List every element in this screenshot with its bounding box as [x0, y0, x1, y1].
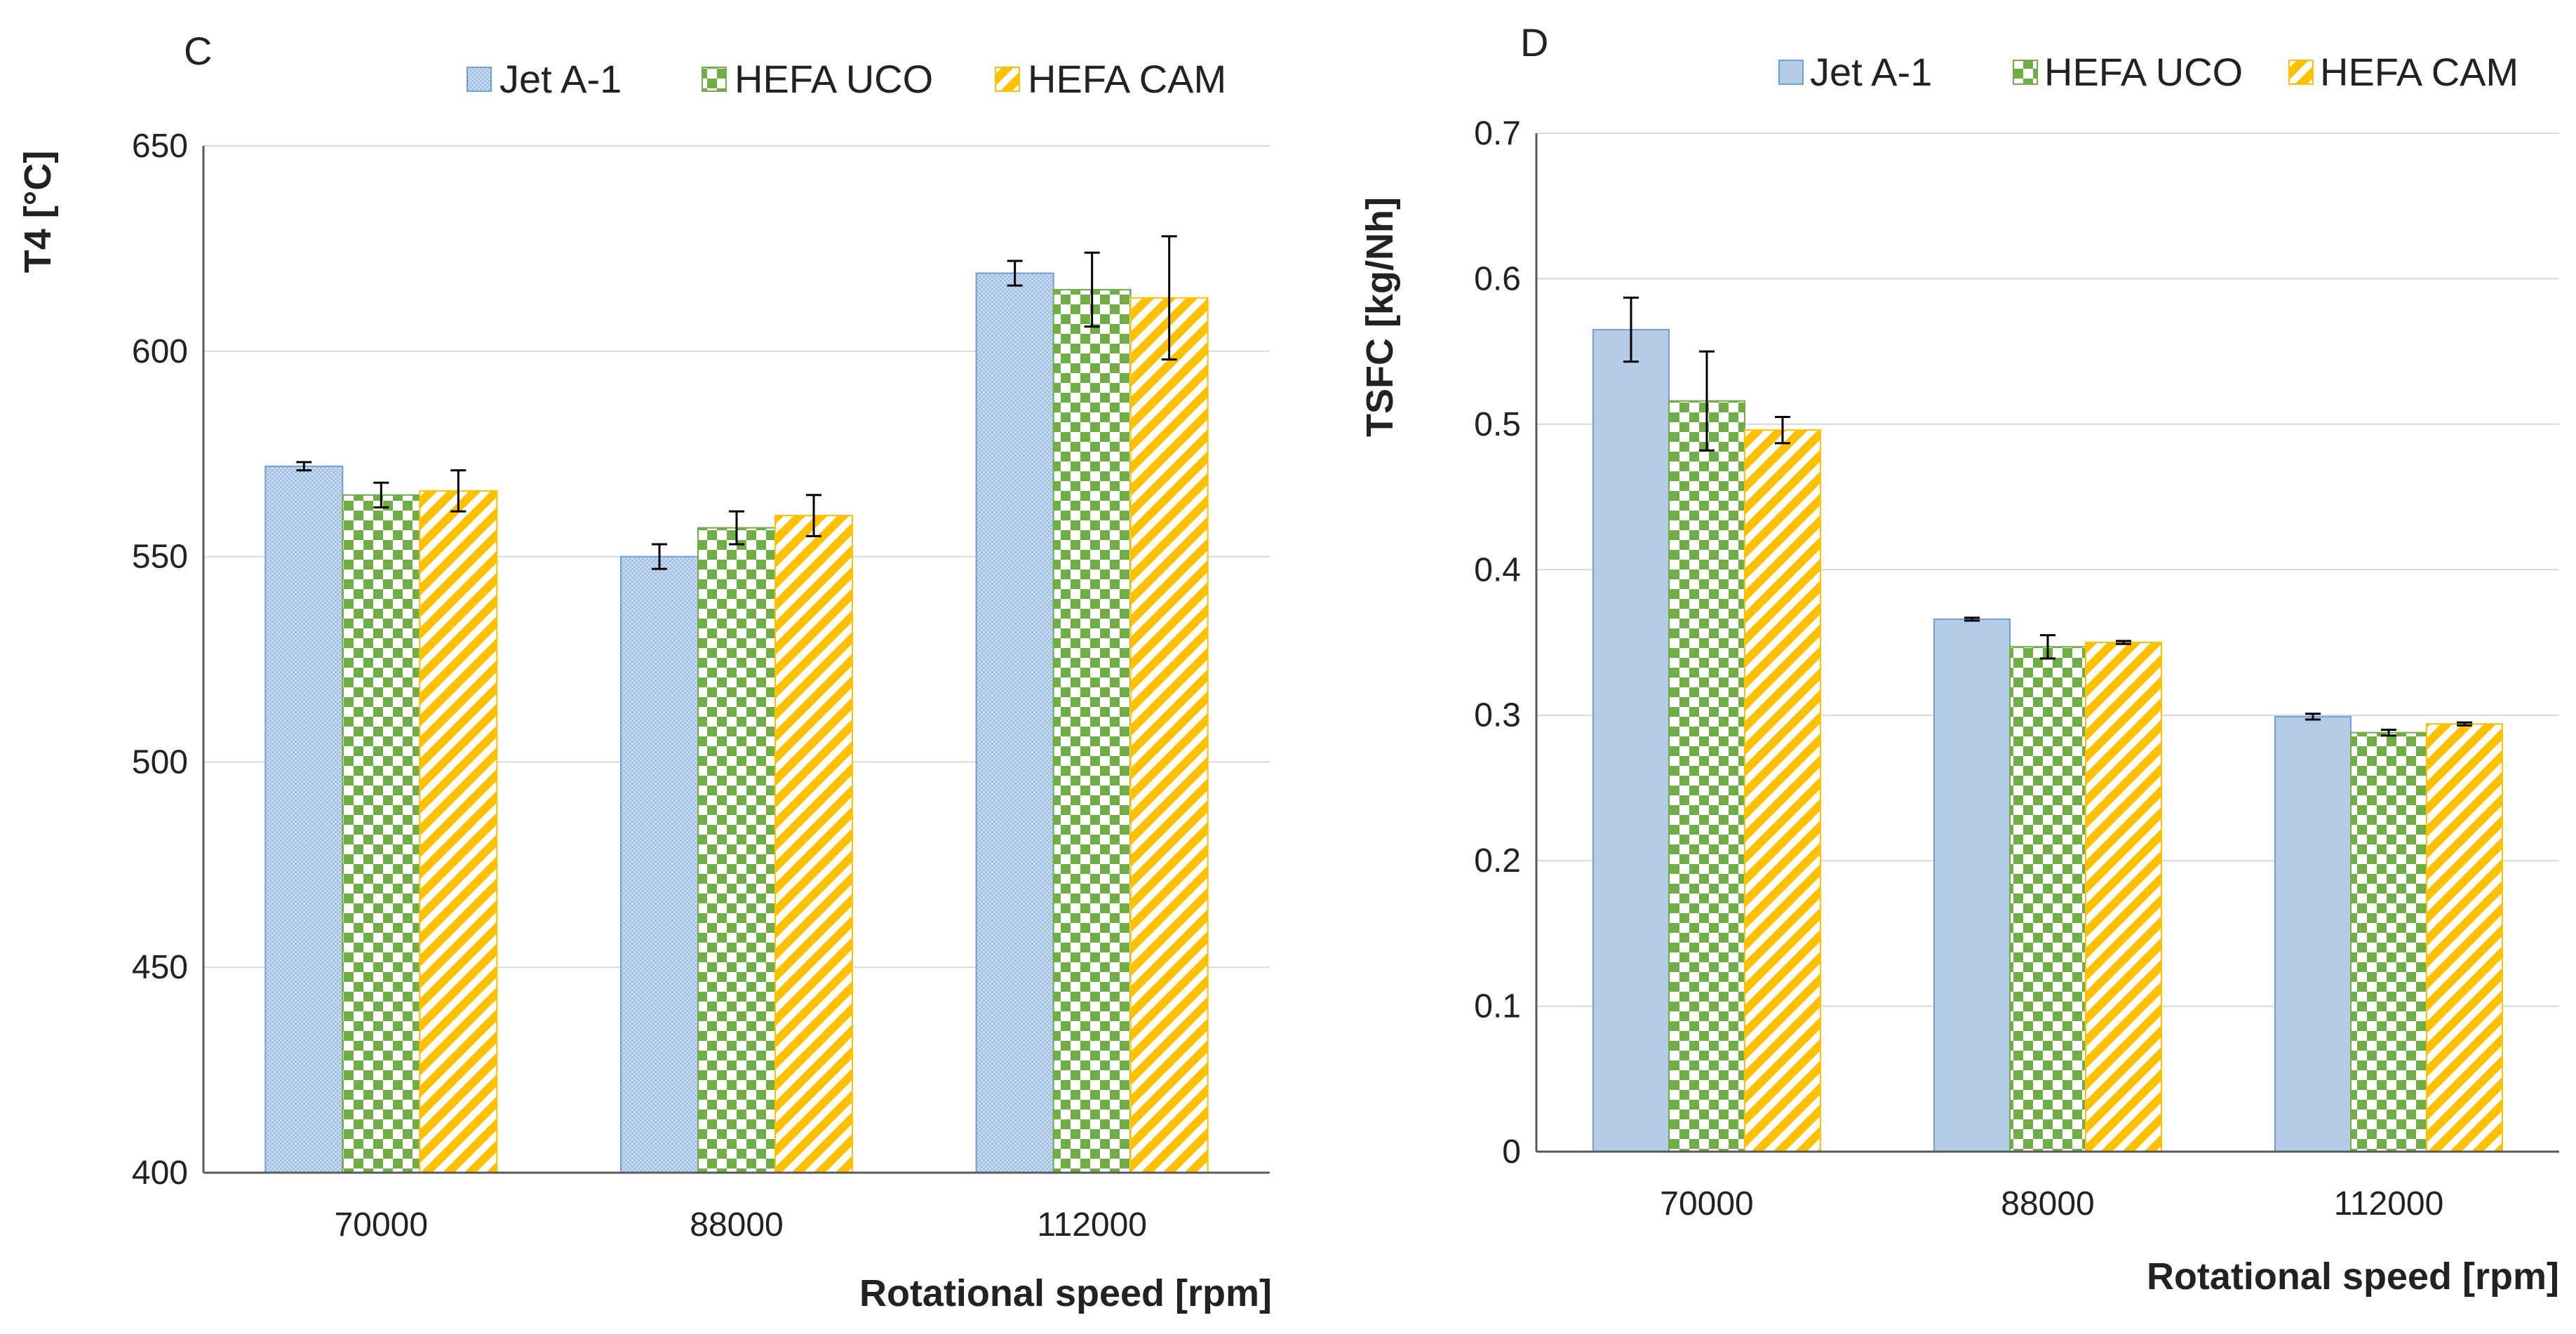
panel-d-label: D: [1520, 20, 1548, 65]
legend-label-hefa-cam: HEFA CAM: [1028, 57, 1226, 101]
y-tick-label: 0.6: [1474, 260, 1521, 297]
y-tick-label: 550: [132, 539, 188, 576]
x-tick-label: 70000: [1660, 1185, 1753, 1222]
legend-swatch-hefa-uco: [702, 67, 727, 92]
panel-c-bars: [264, 272, 1209, 1174]
panel-c-yticks: 400 450 500 550 600 650: [132, 128, 188, 1192]
panel-d: D 0 0.1 0.2 0.3 0.4 0.5 0.6 0.7 70000 88000 11200…: [1359, 20, 2559, 1298]
bar-jet-a1-70000: [264, 465, 344, 1173]
bar-jet-a1-70000: [1592, 329, 1670, 1152]
bar-hefa-cam-112000: [1129, 297, 1209, 1173]
panel-d-errorbars: [1623, 296, 2472, 737]
legend-label-hefa-cam: HEFA CAM: [2320, 50, 2518, 94]
y-tick-label: 0.5: [1474, 406, 1521, 443]
x-tick-label: 88000: [2001, 1185, 2094, 1222]
bar-hefa-cam-112000: [2426, 723, 2503, 1153]
legend-label-jet-a1: Jet A-1: [499, 57, 622, 101]
bar-hefa-uco-88000: [2009, 646, 2086, 1152]
bar-hefa-uco-70000: [1668, 400, 1745, 1152]
bar-hefa-cam-70000: [1744, 429, 1821, 1152]
legend-swatch-hefa-cam: [2288, 60, 2314, 85]
bar-hefa-cam-70000: [419, 490, 498, 1173]
panel-c-xlabel: Rotational speed [rpm]: [859, 1272, 1272, 1314]
bar-hefa-cam-88000: [2085, 642, 2162, 1152]
bar-hefa-uco-112000: [2350, 732, 2427, 1152]
y-tick-label: 400: [132, 1154, 188, 1192]
y-tick-label: 0: [1502, 1133, 1521, 1171]
panel-c-ylabel: T4 [°C]: [17, 151, 59, 274]
panel-c: C 400 450 500 550 600 650 70000 88000 112000 T4…: [17, 29, 1272, 1314]
bar-hefa-uco-88000: [697, 527, 776, 1173]
panel-d-xlabel: Rotational speed [rpm]: [2147, 1255, 2559, 1298]
legend-swatch-hefa-cam: [995, 67, 1020, 92]
legend-swatch-jet-a1: [467, 67, 492, 92]
y-tick-label: 0.2: [1474, 842, 1521, 880]
panel-d-axes: [1535, 133, 2559, 1153]
legend-swatch-jet-a1: [1778, 60, 1804, 85]
legend-label-jet-a1: Jet A-1: [1810, 50, 1932, 94]
panel-c-label: C: [184, 29, 212, 73]
y-tick-label: 600: [132, 333, 188, 370]
bar-jet-a1-112000: [2274, 715, 2352, 1152]
panel-d-bars: [1592, 329, 2503, 1153]
panel-d-ylabel: TSFC [kg/Nh]: [1359, 197, 1401, 437]
panel-c-legend: Jet A-1 HEFA UCO HEFA CAM: [467, 57, 1226, 101]
bar-hefa-uco-112000: [1052, 288, 1132, 1174]
y-tick-label: 500: [132, 743, 188, 781]
panel-d-legend: Jet A-1 HEFA UCO HEFA CAM: [1778, 50, 2518, 94]
panel-d-yticks: 0 0.1 0.2 0.3 0.4 0.5 0.6 0.7: [1474, 115, 1521, 1171]
bar-hefa-cam-88000: [774, 515, 853, 1173]
y-tick-label: 450: [132, 949, 188, 986]
y-tick-label: 0.3: [1474, 697, 1521, 734]
legend-label-hefa-uco: HEFA UCO: [2044, 50, 2243, 94]
x-tick-label: 112000: [2334, 1185, 2444, 1222]
bar-jet-a1-112000: [975, 272, 1054, 1173]
y-tick-label: 0.1: [1474, 988, 1521, 1025]
panel-c-xticks: 70000 88000 112000: [335, 1206, 1147, 1244]
x-tick-label: 88000: [690, 1206, 783, 1244]
panel-c-errorbars: [296, 235, 1177, 570]
bar-jet-a1-88000: [620, 555, 699, 1173]
legend-label-hefa-uco: HEFA UCO: [734, 57, 933, 101]
y-tick-label: 0.7: [1474, 115, 1521, 152]
legend-swatch-hefa-uco: [2013, 60, 2038, 85]
bar-hefa-uco-70000: [342, 494, 421, 1173]
x-tick-label: 112000: [1037, 1206, 1147, 1244]
x-tick-label: 70000: [335, 1206, 428, 1244]
bar-jet-a1-88000: [1933, 618, 2011, 1152]
panel-d-xticks: 70000 88000 112000: [1660, 1185, 2443, 1222]
y-tick-label: 0.4: [1474, 551, 1521, 588]
y-tick-label: 650: [132, 128, 188, 165]
panel-c-axes: [202, 146, 1270, 1174]
